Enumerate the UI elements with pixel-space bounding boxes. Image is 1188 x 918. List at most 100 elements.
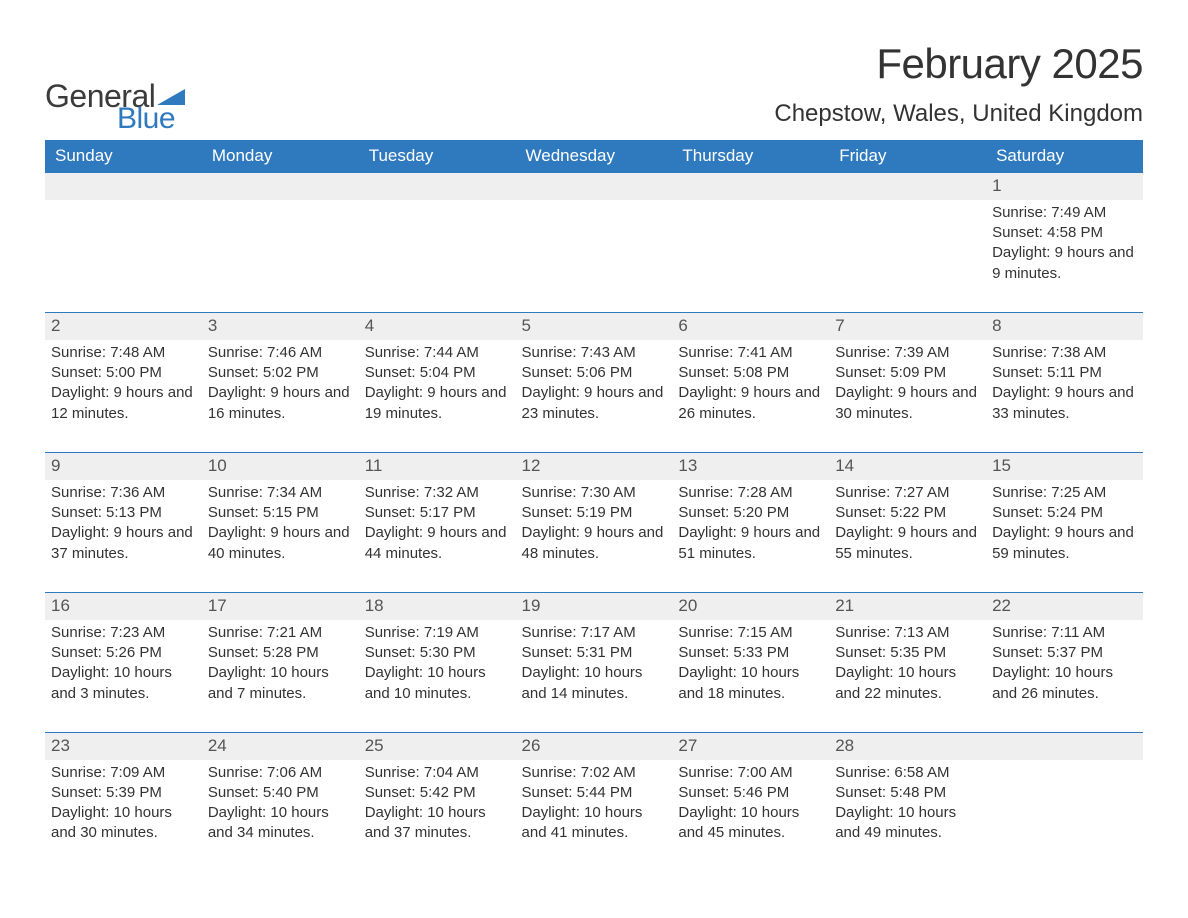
sunrise-line: Sunrise: 7:27 AM [835,483,978,503]
day-cell [986,732,1143,871]
day-number: 13 [672,453,829,480]
day-number: 12 [516,453,673,480]
day-cell: 23Sunrise: 7:09 AMSunset: 5:39 PMDayligh… [45,732,202,871]
day-cell: 28 Sunrise: 6:58 AMSunset: 5:48 PMDayligh… [829,732,986,871]
sunrise-line: Sunrise: 7:09 AM [51,763,194,783]
day-cell: 3Sunrise: 7:46 AMSunset: 5:02 PMDaylight… [202,312,359,452]
day-header: Tuesday [359,140,516,173]
day-detail: Sunrise: 7:06 AMSunset: 5:40 PMDaylight:… [206,763,351,844]
sunrise-line: Sunrise: 7:43 AM [522,343,665,363]
sunrise-line: Sunrise: 7:13 AM [835,623,978,643]
daylight-line: Daylight: 9 hours and 19 minutes. [365,383,508,424]
daylight-line: Daylight: 9 hours and 33 minutes. [992,383,1135,424]
day-detail: Sunrise: 7:25 AMSunset: 5:24 PMDaylight:… [990,483,1135,564]
daylight-line: Daylight: 9 hours and 9 minutes. [992,243,1135,284]
day-detail: Sunrise: 7:32 AMSunset: 5:17 PMDaylight:… [363,483,508,564]
sunset-line: Sunset: 5:44 PM [522,783,665,803]
day-detail: Sunrise: 6:58 AMSunset: 5:48 PMDaylight:… [833,763,978,844]
day-number: 16 [45,593,202,620]
sunrise-line: Sunrise: 7:32 AM [365,483,508,503]
day-cell: 24 Sunrise: 7:06 AMSunset: 5:40 PMDayligh… [202,732,359,871]
calendar-body: 1 Sunrise: 7:49 AMSunset: 4:58 PMDaylight… [45,173,1143,872]
week-row: 2Sunrise: 7:48 AMSunset: 5:00 PMDaylight… [45,312,1143,452]
day-number [672,173,829,200]
daylight-line: Daylight: 10 hours and 10 minutes. [365,663,508,704]
day-detail: Sunrise: 7:00 AMSunset: 5:46 PMDaylight:… [676,763,821,844]
day-header: Thursday [672,140,829,173]
day-cell: 2Sunrise: 7:48 AMSunset: 5:00 PMDaylight… [45,312,202,452]
day-number: 9 [45,453,202,480]
day-cell: 1 Sunrise: 7:49 AMSunset: 4:58 PMDaylight… [986,173,1143,313]
day-cell: 27Sunrise: 7:00 AMSunset: 5:46 PMDayligh… [672,732,829,871]
day-number: 1 [986,173,1143,200]
day-number: 28 [829,733,986,760]
sunset-line: Sunset: 5:13 PM [51,503,194,523]
day-cell: 21Sunrise: 7:13 AMSunset: 5:35 PMDayligh… [829,592,986,732]
day-detail: Sunrise: 7:09 AMSunset: 5:39 PMDaylight:… [49,763,194,844]
day-detail: Sunrise: 7:23 AMSunset: 5:26 PMDaylight:… [49,623,194,704]
sunset-line: Sunset: 5:31 PM [522,643,665,663]
day-cell: 16 Sunrise: 7:23 AMSunset: 5:26 PMDayligh… [45,592,202,732]
sunset-line: Sunset: 5:22 PM [835,503,978,523]
day-number: 21 [829,593,986,620]
day-cell: 14 Sunrise: 7:27 AMSunset: 5:22 PMDayligh… [829,452,986,592]
daylight-line: Daylight: 9 hours and 55 minutes. [835,523,978,564]
day-cell: 8Sunrise: 7:38 AMSunset: 5:11 PMDaylight… [986,312,1143,452]
daylight-line: Daylight: 9 hours and 51 minutes. [678,523,821,564]
day-number: 4 [359,313,516,340]
daylight-line: Daylight: 9 hours and 23 minutes. [522,383,665,424]
day-number: 22 [986,593,1143,620]
sunrise-line: Sunrise: 7:30 AM [522,483,665,503]
day-header: Wednesday [516,140,673,173]
day-number: 26 [516,733,673,760]
daylight-line: Daylight: 10 hours and 7 minutes. [208,663,351,704]
day-number: 5 [516,313,673,340]
day-number: 14 [829,453,986,480]
day-number: 3 [202,313,359,340]
daylight-line: Daylight: 10 hours and 45 minutes. [678,803,821,844]
sunset-line: Sunset: 5:48 PM [835,783,978,803]
day-number: 8 [986,313,1143,340]
day-detail: Sunrise: 7:15 AMSunset: 5:33 PMDaylight:… [676,623,821,704]
daylight-line: Daylight: 10 hours and 34 minutes. [208,803,351,844]
sunrise-line: Sunrise: 7:38 AM [992,343,1135,363]
sunset-line: Sunset: 5:24 PM [992,503,1135,523]
sunset-line: Sunset: 5:09 PM [835,363,978,383]
day-number [202,173,359,200]
sunset-line: Sunset: 5:40 PM [208,783,351,803]
logo: General Blue [45,80,187,134]
month-title: February 2025 [774,40,1143,88]
sunrise-line: Sunrise: 7:17 AM [522,623,665,643]
sunset-line: Sunset: 5:35 PM [835,643,978,663]
day-detail: Sunrise: 7:28 AMSunset: 5:20 PMDaylight:… [676,483,821,564]
day-number [829,173,986,200]
sunset-line: Sunset: 5:42 PM [365,783,508,803]
day-number: 19 [516,593,673,620]
daylight-line: Daylight: 10 hours and 18 minutes. [678,663,821,704]
day-detail: Sunrise: 7:30 AMSunset: 5:19 PMDaylight:… [520,483,665,564]
sunrise-line: Sunrise: 7:48 AM [51,343,194,363]
sunset-line: Sunset: 5:15 PM [208,503,351,523]
daylight-line: Daylight: 9 hours and 16 minutes. [208,383,351,424]
day-number: 24 [202,733,359,760]
sunset-line: Sunset: 5:08 PM [678,363,821,383]
day-detail: Sunrise: 7:34 AMSunset: 5:15 PMDaylight:… [206,483,351,564]
day-cell [359,173,516,313]
day-number: 11 [359,453,516,480]
sunset-line: Sunset: 5:02 PM [208,363,351,383]
sunset-line: Sunset: 5:33 PM [678,643,821,663]
daylight-line: Daylight: 10 hours and 37 minutes. [365,803,508,844]
sunset-line: Sunset: 5:04 PM [365,363,508,383]
day-cell [829,173,986,313]
day-number: 2 [45,313,202,340]
location: Chepstow, Wales, United Kingdom [774,100,1143,128]
day-number: 10 [202,453,359,480]
day-detail: Sunrise: 7:43 AMSunset: 5:06 PMDaylight:… [520,343,665,424]
day-detail: Sunrise: 7:49 AMSunset: 4:58 PMDaylight:… [990,203,1135,284]
sunrise-line: Sunrise: 7:39 AM [835,343,978,363]
day-cell: 19Sunrise: 7:17 AMSunset: 5:31 PMDayligh… [516,592,673,732]
sunrise-line: Sunrise: 7:44 AM [365,343,508,363]
day-cell: 20Sunrise: 7:15 AMSunset: 5:33 PMDayligh… [672,592,829,732]
sunrise-line: Sunrise: 6:58 AM [835,763,978,783]
sunrise-line: Sunrise: 7:21 AM [208,623,351,643]
